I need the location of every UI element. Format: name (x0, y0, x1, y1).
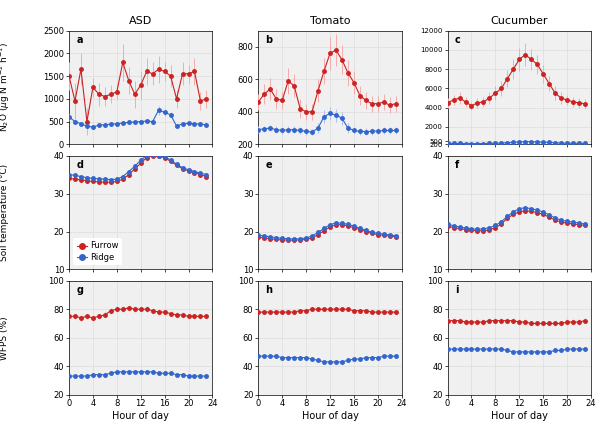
Text: N$_2$O ($\mu$g N m$^{-2}$ h$^{-1}$): N$_2$O ($\mu$g N m$^{-2}$ h$^{-1}$) (0, 43, 12, 132)
Text: h: h (265, 285, 272, 295)
Text: Soil temperature (°C): Soil temperature (°C) (0, 164, 10, 261)
Text: WFPS (%): WFPS (%) (0, 316, 10, 360)
Legend: Furrow, Ridge: Furrow, Ridge (73, 238, 122, 265)
Text: e: e (265, 160, 272, 170)
X-axis label: Hour of day: Hour of day (491, 411, 548, 421)
Text: f: f (455, 160, 459, 170)
Text: b: b (265, 35, 272, 45)
Text: d: d (76, 160, 83, 170)
Text: c: c (455, 35, 461, 45)
X-axis label: Hour of day: Hour of day (112, 411, 169, 421)
Text: a: a (76, 35, 83, 45)
X-axis label: Hour of day: Hour of day (302, 411, 358, 421)
Text: i: i (455, 285, 458, 295)
Text: ASD: ASD (129, 17, 152, 26)
Text: Tomato: Tomato (310, 17, 350, 26)
Text: g: g (76, 285, 83, 295)
Text: Cucumber: Cucumber (491, 17, 548, 26)
